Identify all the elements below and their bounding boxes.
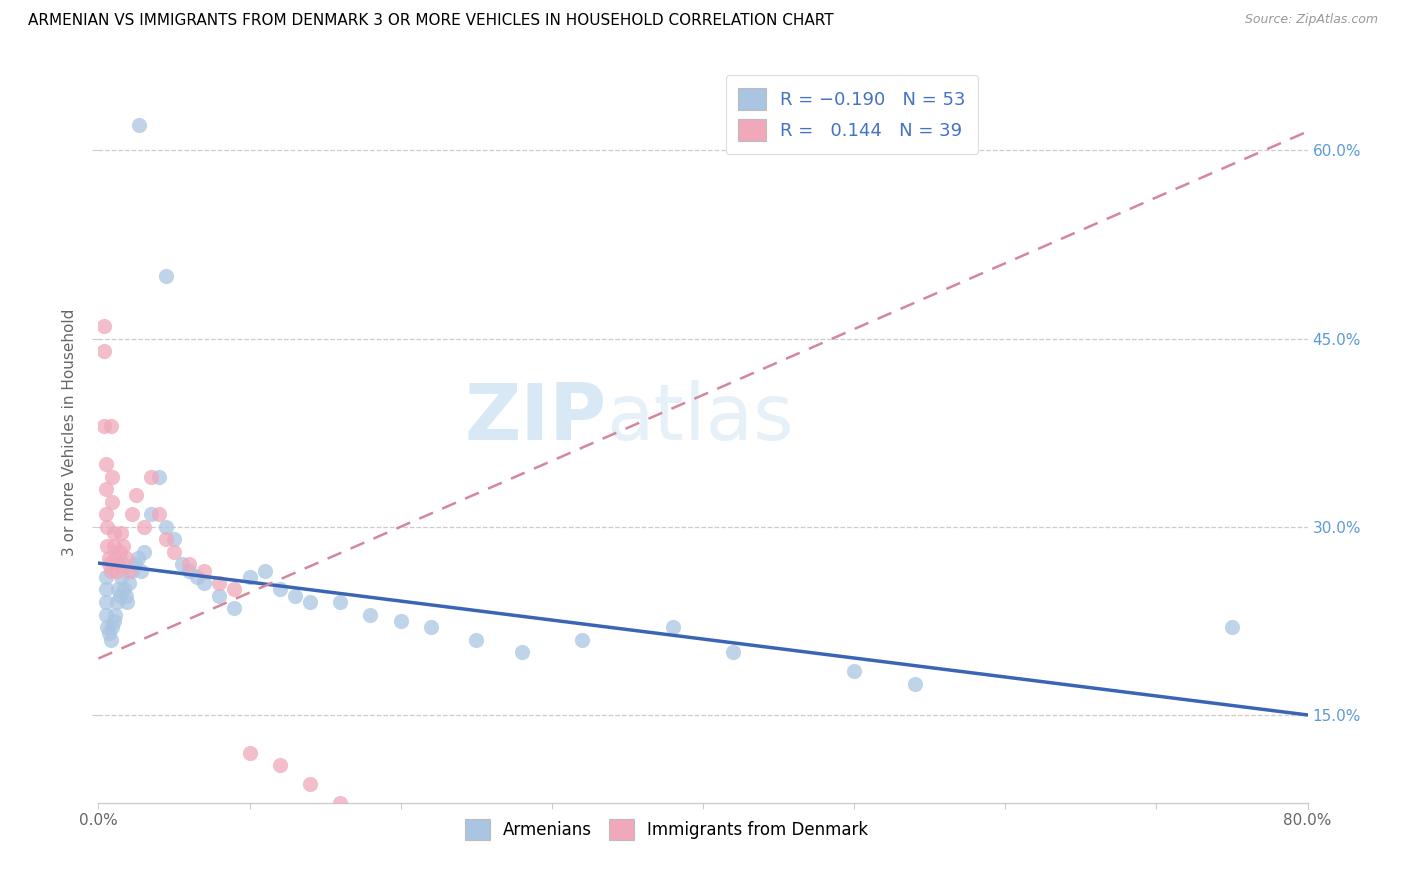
Y-axis label: 3 or more Vehicles in Household: 3 or more Vehicles in Household bbox=[62, 309, 77, 557]
Point bbox=[155, 520, 177, 534]
Point bbox=[269, 582, 291, 597]
Point bbox=[163, 545, 186, 559]
Point bbox=[98, 558, 121, 572]
Point bbox=[571, 632, 593, 647]
Point bbox=[155, 268, 177, 283]
Point bbox=[111, 539, 134, 553]
Point bbox=[179, 558, 201, 572]
Point bbox=[208, 589, 231, 603]
Point bbox=[844, 664, 866, 678]
Point bbox=[329, 796, 352, 810]
Point bbox=[100, 632, 122, 647]
Point bbox=[110, 570, 132, 584]
Point bbox=[125, 488, 148, 502]
Point bbox=[132, 520, 155, 534]
Point bbox=[100, 564, 122, 578]
Point bbox=[101, 620, 124, 634]
Point bbox=[114, 589, 136, 603]
Point bbox=[148, 507, 170, 521]
Point bbox=[186, 570, 208, 584]
Point bbox=[239, 746, 262, 760]
Point bbox=[107, 582, 129, 597]
Point bbox=[105, 564, 128, 578]
Point bbox=[208, 576, 231, 591]
Point bbox=[96, 539, 118, 553]
Point bbox=[115, 595, 138, 609]
Point bbox=[128, 118, 150, 132]
Point bbox=[299, 777, 322, 791]
Point bbox=[103, 526, 125, 541]
Point bbox=[329, 595, 352, 609]
Point bbox=[170, 558, 193, 572]
Point bbox=[96, 620, 118, 634]
Point bbox=[94, 595, 117, 609]
Point bbox=[94, 582, 117, 597]
Point bbox=[360, 607, 382, 622]
Point bbox=[94, 482, 117, 496]
Point bbox=[94, 507, 117, 521]
Text: Source: ZipAtlas.com: Source: ZipAtlas.com bbox=[1244, 13, 1378, 27]
Point bbox=[107, 558, 129, 572]
Point bbox=[101, 494, 124, 508]
Point bbox=[118, 576, 141, 591]
Point bbox=[269, 758, 291, 772]
Point bbox=[510, 645, 533, 659]
Point bbox=[299, 595, 322, 609]
Point bbox=[103, 614, 125, 628]
Point bbox=[661, 620, 683, 634]
Point bbox=[94, 457, 117, 471]
Point bbox=[148, 469, 170, 483]
Point bbox=[193, 564, 215, 578]
Point bbox=[132, 545, 155, 559]
Point bbox=[163, 533, 186, 547]
Point bbox=[904, 676, 927, 690]
Point bbox=[104, 607, 127, 622]
Point bbox=[121, 564, 143, 578]
Point bbox=[239, 570, 262, 584]
Point bbox=[127, 551, 149, 566]
Point bbox=[129, 564, 152, 578]
Point bbox=[108, 545, 131, 559]
Point bbox=[155, 533, 177, 547]
Point bbox=[105, 595, 128, 609]
Point bbox=[179, 564, 201, 578]
Legend: Armenians, Immigrants from Denmark: Armenians, Immigrants from Denmark bbox=[458, 813, 875, 847]
Point bbox=[98, 626, 121, 640]
Point bbox=[112, 582, 135, 597]
Text: ZIP: ZIP bbox=[464, 380, 606, 456]
Point bbox=[93, 318, 115, 333]
Point bbox=[100, 419, 122, 434]
Point bbox=[101, 469, 124, 483]
Point bbox=[224, 601, 246, 615]
Point bbox=[110, 526, 132, 541]
Point bbox=[284, 589, 307, 603]
Point bbox=[94, 607, 117, 622]
Point bbox=[103, 539, 125, 553]
Point bbox=[124, 558, 146, 572]
Point bbox=[224, 582, 246, 597]
Point bbox=[121, 507, 143, 521]
Point bbox=[108, 589, 131, 603]
Point bbox=[253, 564, 276, 578]
Point bbox=[193, 576, 215, 591]
Point bbox=[96, 520, 118, 534]
Point bbox=[465, 632, 488, 647]
Point bbox=[723, 645, 745, 659]
Point bbox=[1220, 620, 1243, 634]
Point bbox=[94, 570, 117, 584]
Point bbox=[114, 551, 136, 566]
Point bbox=[93, 419, 115, 434]
Text: atlas: atlas bbox=[606, 380, 794, 456]
Text: ARMENIAN VS IMMIGRANTS FROM DENMARK 3 OR MORE VEHICLES IN HOUSEHOLD CORRELATION : ARMENIAN VS IMMIGRANTS FROM DENMARK 3 OR… bbox=[28, 13, 834, 29]
Point bbox=[93, 344, 115, 359]
Point bbox=[141, 469, 163, 483]
Point bbox=[111, 558, 134, 572]
Point bbox=[98, 551, 121, 566]
Point bbox=[118, 564, 141, 578]
Point bbox=[389, 614, 412, 628]
Point bbox=[420, 620, 443, 634]
Point bbox=[104, 551, 127, 566]
Point bbox=[141, 507, 163, 521]
